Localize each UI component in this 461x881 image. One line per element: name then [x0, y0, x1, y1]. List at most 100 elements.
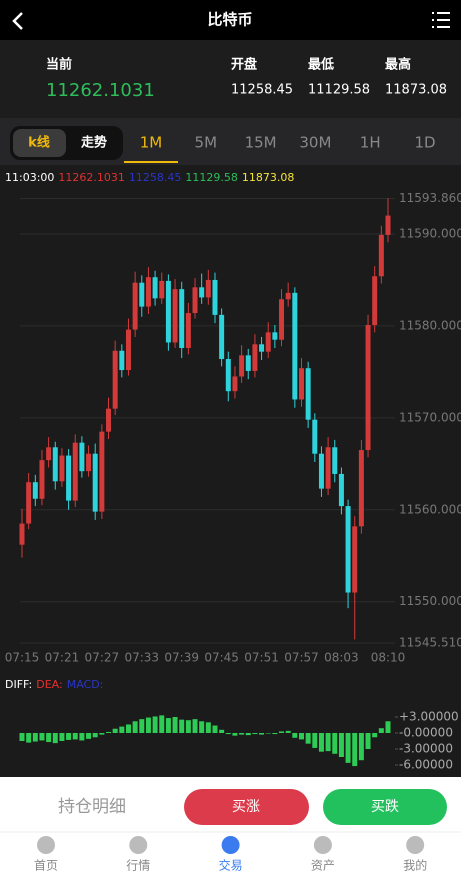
candle-body	[179, 289, 185, 348]
y-tick-label: 11550.0000	[399, 594, 461, 608]
label: 开盘	[231, 57, 257, 73]
value: 11258.45	[231, 83, 293, 98]
y-tick-label: -0.00000	[399, 726, 453, 740]
mode-tab[interactable]: k线	[28, 135, 50, 151]
candle-body	[365, 325, 371, 451]
nav-label[interactable]: 我的	[403, 858, 427, 873]
candle-body	[26, 482, 32, 524]
candle-body	[279, 299, 285, 340]
value: 11873.08	[385, 83, 447, 98]
interval-tab[interactable]: 1D	[414, 134, 435, 152]
macd-bar	[259, 733, 265, 735]
macd-bar	[179, 719, 185, 733]
macd-bar	[279, 731, 285, 733]
x-tick-label: 08:10	[371, 651, 406, 665]
mode-tab[interactable]: 走势	[81, 135, 107, 151]
positions-link[interactable]: 持仓明细	[58, 797, 126, 817]
macd-bar	[358, 733, 364, 761]
candle-body	[345, 506, 351, 593]
interval-tab[interactable]: 1M	[140, 134, 163, 152]
y-tick-label: 11593.8600	[399, 191, 461, 205]
macd-bar	[385, 721, 391, 733]
candle-body	[39, 460, 45, 499]
readout-value: 11262.1031	[58, 171, 124, 184]
macd-bar	[338, 733, 344, 757]
value: 11129.58	[308, 83, 370, 98]
interval-tab[interactable]: 5M	[195, 134, 218, 152]
candle-body	[159, 280, 165, 299]
macd-bar	[159, 715, 165, 733]
nav-label[interactable]: 行情	[126, 859, 150, 873]
candle-body	[325, 447, 331, 489]
candle-body	[92, 453, 98, 512]
back-button[interactable]	[12, 12, 23, 30]
macd-bar	[165, 718, 171, 733]
macd-bar	[372, 733, 378, 738]
macd-bar	[318, 733, 324, 752]
macd-bar	[172, 717, 178, 733]
buy-down-button[interactable]	[323, 789, 447, 825]
candle-body	[292, 292, 298, 400]
macd-bar	[106, 731, 112, 733]
candle-body	[305, 368, 311, 420]
macd-bar	[265, 733, 271, 734]
nav-icon[interactable]	[129, 836, 148, 854]
macd-bar	[252, 733, 258, 735]
button-label: 买跌	[371, 799, 399, 815]
buy-up-button[interactable]	[184, 789, 309, 825]
macd-bar	[219, 729, 225, 733]
macd-bar	[272, 733, 278, 735]
candle-body	[372, 276, 378, 326]
nav-label[interactable]: 资产	[311, 859, 335, 873]
legend-label: MACD:	[67, 678, 104, 691]
macd-bar	[99, 733, 105, 735]
macd-bar	[285, 730, 291, 733]
x-tick-label: 07:39	[164, 651, 199, 665]
nav-label[interactable]: 交易	[219, 858, 243, 873]
nav-label[interactable]: 首页	[34, 859, 58, 873]
label: 最高	[385, 57, 411, 73]
candle-body	[32, 482, 38, 499]
label: 最低	[308, 57, 334, 73]
nav-icon[interactable]	[406, 836, 425, 854]
candle-body	[239, 355, 245, 377]
macd-bar	[119, 726, 125, 733]
interval-tab[interactable]: 30M	[299, 134, 331, 152]
macd-bar	[305, 733, 311, 744]
macd-bar	[39, 733, 45, 741]
macd-bar	[325, 733, 331, 752]
x-tick-label: 07:27	[85, 651, 120, 665]
macd-bar	[72, 733, 78, 740]
macd-bar	[145, 717, 151, 733]
macd-bar	[332, 733, 338, 754]
menu-button[interactable]	[432, 12, 450, 28]
macd-bar	[378, 728, 384, 733]
kline-chart: 11:03:00 11262.1031 11258.45 11129.58 11873.…	[0, 165, 461, 665]
candle-body	[252, 344, 258, 371]
macd-bar	[86, 733, 92, 739]
macd-bar	[292, 733, 298, 738]
macd-bar	[239, 733, 245, 735]
header-bar	[0, 0, 461, 40]
macd-bar	[52, 733, 58, 744]
candle-body	[358, 450, 364, 527]
bottom-nav: 首页 行情 交易 资产 我的	[34, 836, 427, 873]
interval-tab[interactable]: 15M	[245, 134, 277, 152]
x-tick-label: 07:51	[244, 651, 279, 665]
macd-bar	[59, 733, 65, 741]
candle-body	[245, 355, 251, 371]
readout-time: 11:03:00	[5, 171, 54, 184]
button-label: 买涨	[232, 799, 260, 815]
candle-body	[298, 368, 304, 400]
candle-body	[79, 442, 85, 472]
nav-icon[interactable]	[221, 836, 240, 854]
interval-tab[interactable]: 1H	[360, 134, 381, 152]
y-tick-label: -6.00000	[399, 758, 453, 772]
chart-bg	[0, 165, 461, 665]
y-tick-label: 11590.0000	[399, 226, 461, 240]
macd-bar	[46, 733, 52, 743]
candle-body	[212, 279, 218, 315]
nav-icon[interactable]	[313, 836, 332, 854]
nav-icon[interactable]	[37, 836, 55, 854]
